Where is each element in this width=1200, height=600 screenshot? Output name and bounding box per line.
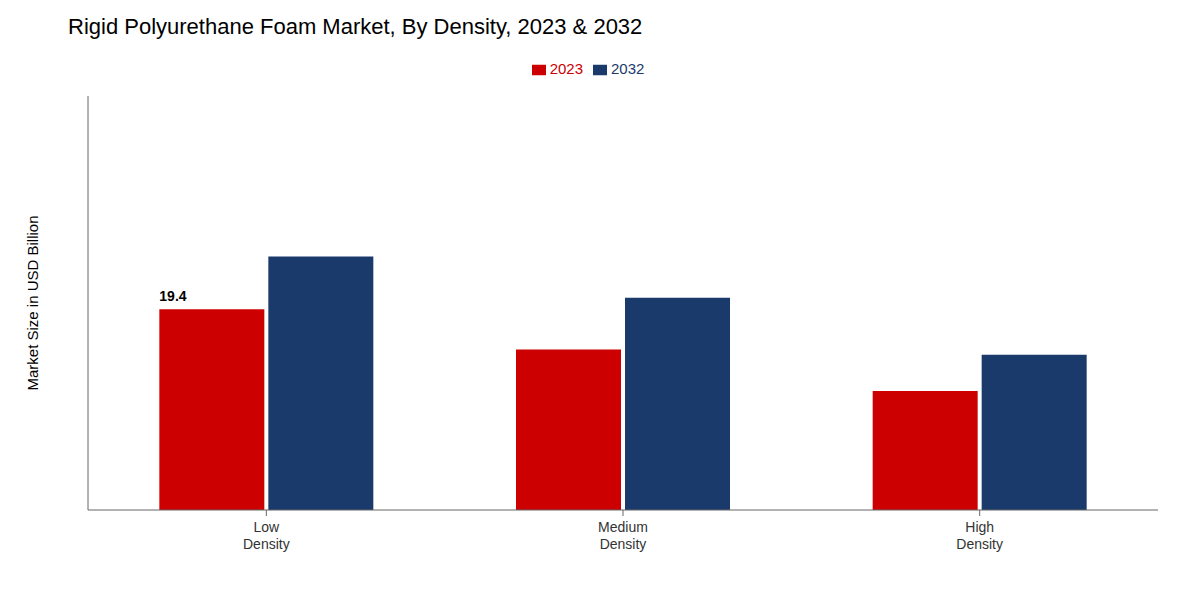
svg-text:Market Size in USD Billion: Market Size in USD Billion: [24, 215, 41, 390]
svg-text:LowDensity: LowDensity: [243, 519, 290, 552]
svg-text:MediumDensity: MediumDensity: [598, 519, 648, 552]
html-text:2023: 2023: [549, 60, 583, 77]
html-text:2032: 2032: [611, 60, 645, 77]
svg-text:19.4: 19.4: [159, 288, 186, 304]
html-text:Rigid Polyurethane Foam Market: Rigid Polyurethane Foam Market, By Densi…: [68, 14, 643, 39]
svg-text:HighDensity: HighDensity: [956, 519, 1003, 552]
